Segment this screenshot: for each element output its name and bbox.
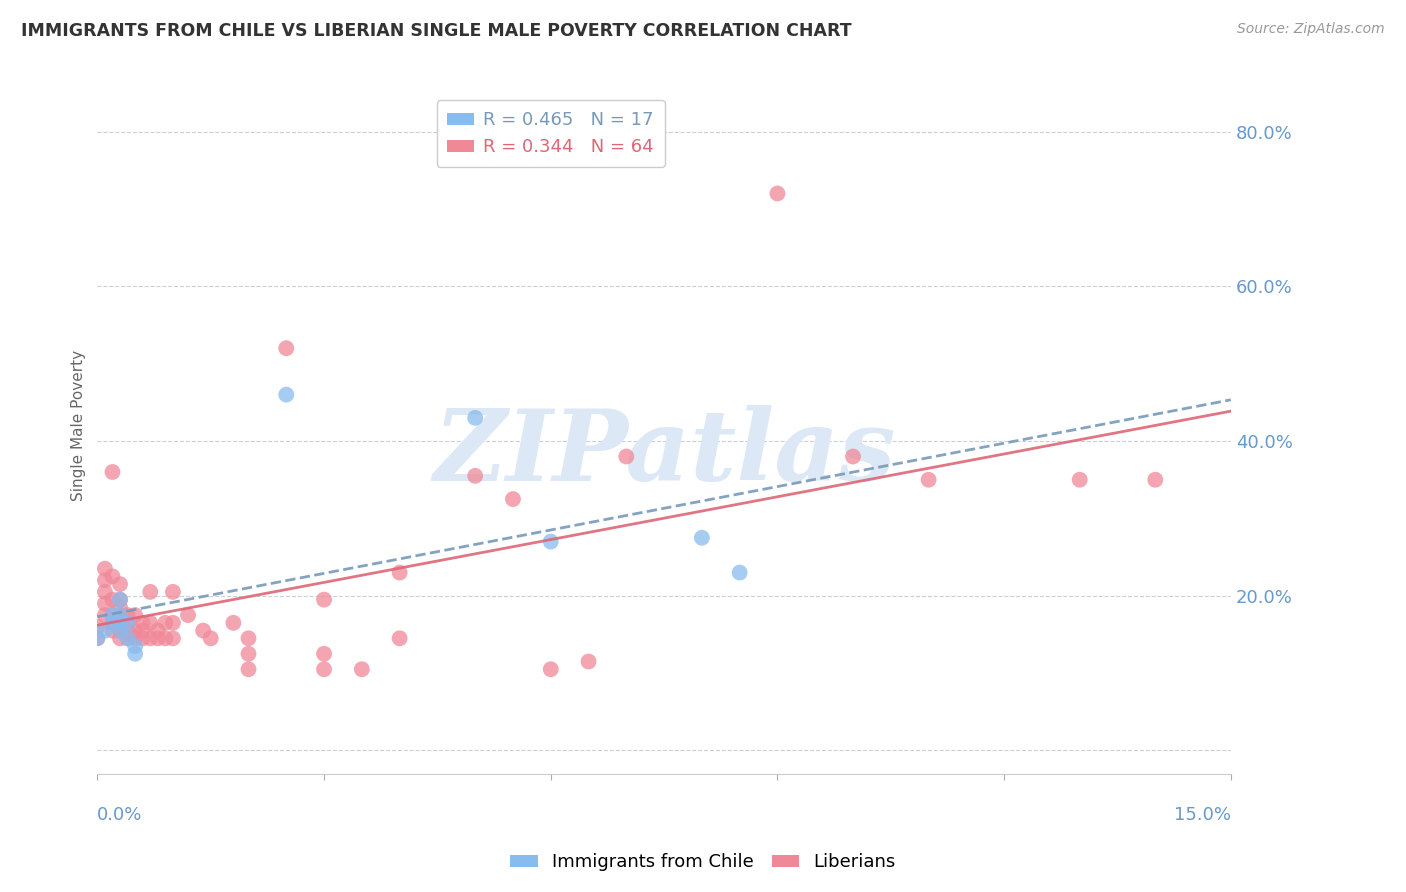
- Point: [312, 592, 335, 607]
- Point: [108, 632, 131, 646]
- Text: Source: ZipAtlas.com: Source: ZipAtlas.com: [1237, 22, 1385, 37]
- Point: [155, 632, 177, 646]
- Point: [614, 450, 637, 464]
- Point: [124, 647, 146, 661]
- Point: [162, 585, 184, 599]
- Point: [1144, 473, 1167, 487]
- Point: [108, 592, 131, 607]
- Point: [117, 615, 139, 630]
- Point: [94, 574, 117, 588]
- Point: [94, 624, 117, 638]
- Point: [131, 624, 153, 638]
- Point: [101, 608, 124, 623]
- Point: [108, 577, 131, 591]
- Point: [124, 624, 146, 638]
- Point: [108, 615, 131, 630]
- Point: [191, 624, 214, 638]
- Y-axis label: Single Male Poverty: Single Male Poverty: [72, 350, 86, 501]
- Point: [131, 615, 153, 630]
- Text: ZIPatlas: ZIPatlas: [433, 405, 896, 501]
- Point: [108, 608, 131, 623]
- Text: 0.0%: 0.0%: [97, 806, 143, 824]
- Text: 15.0%: 15.0%: [1174, 806, 1230, 824]
- Point: [101, 624, 124, 638]
- Point: [94, 562, 117, 576]
- Text: IMMIGRANTS FROM CHILE VS LIBERIAN SINGLE MALE POVERTY CORRELATION CHART: IMMIGRANTS FROM CHILE VS LIBERIAN SINGLE…: [21, 22, 852, 40]
- Point: [94, 585, 117, 599]
- Point: [108, 624, 131, 638]
- Point: [388, 566, 411, 580]
- Point: [146, 624, 169, 638]
- Point: [222, 615, 245, 630]
- Point: [108, 600, 131, 615]
- Point: [200, 632, 222, 646]
- Point: [502, 491, 524, 506]
- Point: [117, 632, 139, 646]
- Point: [917, 473, 939, 487]
- Point: [155, 615, 177, 630]
- Point: [124, 608, 146, 623]
- Point: [101, 615, 124, 630]
- Point: [139, 585, 162, 599]
- Point: [1069, 473, 1091, 487]
- Point: [117, 608, 139, 623]
- Point: [124, 639, 146, 653]
- Point: [108, 608, 131, 623]
- Point: [540, 534, 562, 549]
- Point: [117, 624, 139, 638]
- Point: [690, 531, 713, 545]
- Point: [162, 632, 184, 646]
- Point: [312, 647, 335, 661]
- Point: [101, 615, 124, 630]
- Point: [139, 615, 162, 630]
- Point: [276, 387, 298, 401]
- Point: [540, 662, 562, 676]
- Point: [177, 608, 200, 623]
- Point: [124, 632, 146, 646]
- Point: [312, 662, 335, 676]
- Legend: R = 0.465   N = 17, R = 0.344   N = 64: R = 0.465 N = 17, R = 0.344 N = 64: [436, 101, 665, 167]
- Point: [728, 566, 751, 580]
- Point: [842, 450, 865, 464]
- Point: [238, 647, 260, 661]
- Point: [350, 662, 373, 676]
- Point: [101, 569, 124, 583]
- Point: [146, 632, 169, 646]
- Point: [117, 615, 139, 630]
- Point: [117, 632, 139, 646]
- Point: [388, 632, 411, 646]
- Point: [108, 615, 131, 630]
- Point: [131, 632, 153, 646]
- Point: [101, 592, 124, 607]
- Point: [94, 608, 117, 623]
- Point: [139, 632, 162, 646]
- Legend: Immigrants from Chile, Liberians: Immigrants from Chile, Liberians: [503, 847, 903, 879]
- Point: [238, 632, 260, 646]
- Point: [86, 632, 108, 646]
- Point: [238, 662, 260, 676]
- Point: [578, 655, 600, 669]
- Point: [86, 632, 108, 646]
- Point: [86, 620, 108, 634]
- Point: [108, 624, 131, 638]
- Point: [162, 615, 184, 630]
- Point: [94, 597, 117, 611]
- Point: [276, 341, 298, 355]
- Point: [101, 608, 124, 623]
- Point: [108, 592, 131, 607]
- Point: [464, 410, 486, 425]
- Point: [766, 186, 789, 201]
- Point: [464, 468, 486, 483]
- Point: [101, 465, 124, 479]
